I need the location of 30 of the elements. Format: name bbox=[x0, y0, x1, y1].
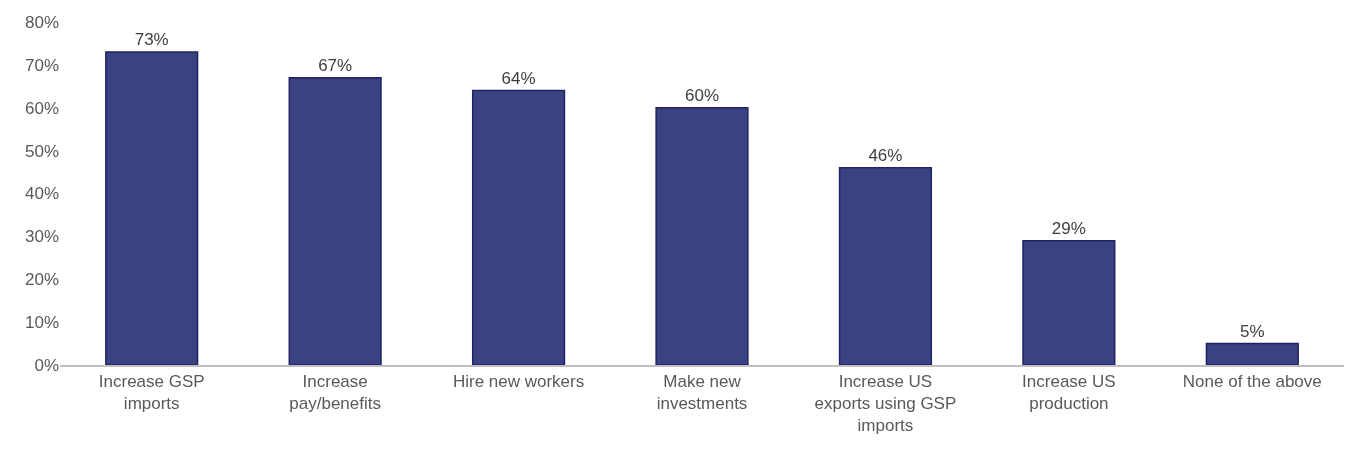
y-tick-label: 10% bbox=[24, 313, 59, 333]
data-label: 29% bbox=[1051, 218, 1086, 238]
bar bbox=[471, 89, 566, 365]
y-tick-label: 80% bbox=[24, 12, 59, 32]
data-label: 46% bbox=[868, 145, 903, 165]
x-tick-label: Increase GSP imports bbox=[98, 372, 205, 414]
y-tick-label: 70% bbox=[24, 55, 59, 75]
x-tick-label: Increase US exports using GSP imports bbox=[814, 372, 957, 436]
y-tick-label: 20% bbox=[24, 270, 59, 290]
y-tick-label: 30% bbox=[24, 227, 59, 247]
bar bbox=[105, 51, 199, 365]
y-tick-label: 60% bbox=[24, 98, 59, 118]
data-label: 64% bbox=[501, 68, 536, 88]
data-label: 60% bbox=[684, 85, 720, 105]
bar bbox=[1205, 342, 1299, 365]
data-label: 73% bbox=[134, 30, 169, 50]
x-tick-label: Increase US production bbox=[1022, 372, 1116, 414]
bar bbox=[655, 107, 749, 365]
x-tick-label: Make new investments bbox=[656, 372, 748, 414]
data-label: 67% bbox=[318, 55, 353, 75]
bar bbox=[1022, 239, 1116, 365]
bar bbox=[288, 76, 382, 365]
y-tick-label: 0% bbox=[34, 355, 59, 375]
x-tick-label: Increase pay/benefits bbox=[289, 372, 381, 414]
data-label: 5% bbox=[1240, 321, 1265, 341]
y-tick-label: 50% bbox=[24, 141, 59, 161]
bar bbox=[838, 167, 933, 365]
y-tick-label: 40% bbox=[24, 184, 59, 204]
x-tick-label: Hire new workers bbox=[452, 372, 585, 392]
x-tick-label: None of the above bbox=[1182, 372, 1322, 392]
